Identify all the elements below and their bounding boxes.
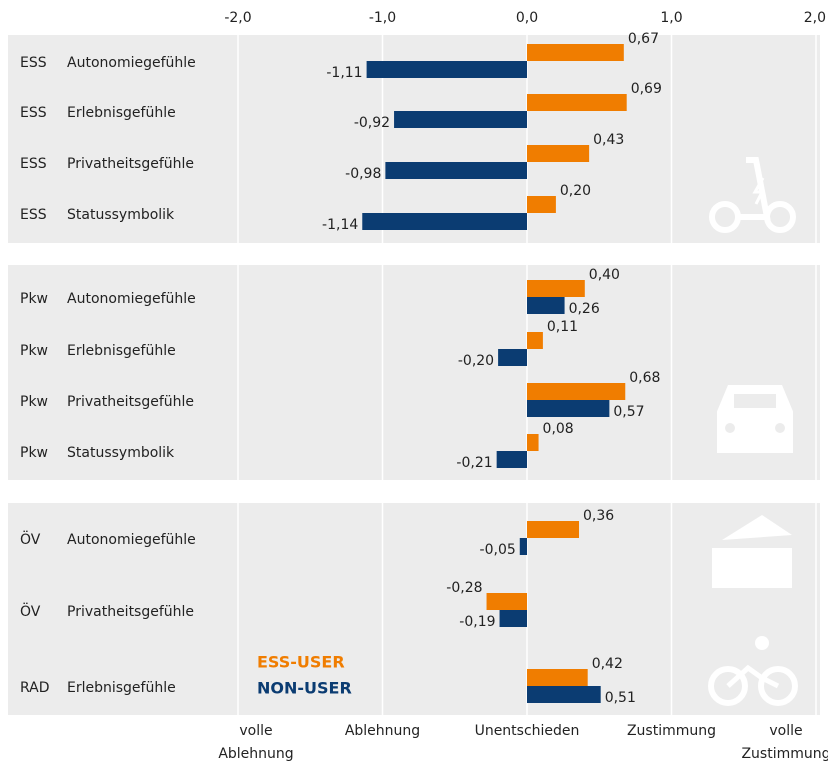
- mode-label: ESS: [20, 207, 47, 223]
- value-label: -0,92: [354, 115, 390, 131]
- value-label: 0,68: [629, 370, 660, 386]
- bar: [527, 686, 601, 703]
- bar: [527, 521, 580, 538]
- category-label: Privatheitsgefühle: [67, 156, 194, 172]
- value-label: 0,43: [593, 132, 624, 148]
- panel: [8, 503, 820, 715]
- bar: [496, 451, 527, 468]
- icons: [708, 157, 798, 706]
- legend-entry: ESS-USER: [257, 653, 345, 672]
- category-label: Erlebnisgefühle: [67, 680, 176, 696]
- mode-label: Pkw: [20, 394, 48, 410]
- car-icon: [717, 385, 793, 453]
- category-label: Erlebnisgefühle: [67, 343, 176, 359]
- panel: [8, 265, 820, 480]
- category-label: Autonomiegefühle: [67, 532, 196, 548]
- value-label: 0,40: [589, 267, 620, 283]
- scale-label: Zustimmung: [741, 746, 828, 762]
- category-label: Erlebnisgefühle: [67, 105, 176, 121]
- scale-label: Ablehnung: [345, 723, 420, 739]
- x-tick-label: 0,0: [516, 10, 538, 26]
- value-label: -0,20: [458, 353, 494, 369]
- mode-label: ESS: [20, 105, 47, 121]
- value-label: 0,67: [628, 31, 659, 47]
- bar: [366, 61, 527, 78]
- value-label: -0,21: [456, 455, 492, 471]
- value-label: -0,98: [345, 166, 381, 182]
- value-label: 0,26: [569, 301, 600, 317]
- category-label: Statussymbolik: [67, 445, 175, 461]
- bar: [527, 383, 626, 400]
- value-label: 0,08: [543, 421, 574, 437]
- scale-label: Zustimmung: [627, 723, 716, 739]
- category-label: Statussymbolik: [67, 207, 175, 223]
- value-label: -0,19: [459, 614, 495, 630]
- scale-label: Unentschieden: [475, 723, 580, 739]
- scale-label: Ablehnung: [218, 746, 293, 762]
- bar: [394, 111, 527, 128]
- bar: [527, 297, 565, 314]
- bar: [527, 44, 624, 61]
- mode-label: ESS: [20, 156, 47, 172]
- bar: [499, 610, 527, 627]
- scale-label: volle: [769, 723, 802, 739]
- value-label: 0,11: [547, 319, 578, 335]
- scale-label: volle: [239, 723, 272, 739]
- value-label: -1,14: [322, 217, 358, 233]
- category-label: Privatheitsgefühle: [67, 604, 194, 620]
- bar: [527, 280, 585, 297]
- mode-label: ESS: [20, 55, 47, 71]
- x-tick-label: -2,0: [224, 10, 251, 26]
- value-label: -0,28: [446, 580, 482, 596]
- x-tick-label: -1,0: [369, 10, 396, 26]
- bar: [486, 593, 527, 610]
- bar: [527, 196, 556, 213]
- scooter-icon: [709, 157, 796, 233]
- plot: -2,0 -1,0 0,0 1,0 2,0 volle Ablehnung Ablehnung…: [20, 10, 828, 762]
- bar: [385, 162, 527, 179]
- value-label: -0,05: [480, 542, 516, 558]
- legend-entry: NON-USER: [257, 679, 352, 698]
- bar: [362, 213, 527, 230]
- value-label: 0,69: [631, 81, 662, 97]
- bar: [527, 434, 539, 451]
- x-tick-label: 2,0: [804, 10, 826, 26]
- category-label: Privatheitsgefühle: [67, 394, 194, 410]
- mode-label: ÖV: [20, 602, 41, 620]
- bar: [527, 145, 590, 162]
- mode-label: RAD: [20, 680, 50, 696]
- value-label: 0,36: [583, 508, 614, 524]
- ticket-icon: [712, 515, 792, 588]
- bar: [527, 669, 588, 686]
- x-tick-label: 1,0: [660, 10, 682, 26]
- value-label: 0,42: [592, 656, 623, 672]
- value-label: 0,51: [605, 690, 636, 706]
- value-label: 0,57: [613, 404, 644, 420]
- mode-label: Pkw: [20, 343, 48, 359]
- bike-icon: [708, 636, 798, 706]
- bar: [498, 349, 527, 366]
- mode-label: Pkw: [20, 291, 48, 307]
- mode-label: ÖV: [20, 530, 41, 548]
- bar: [527, 94, 627, 111]
- bar: [527, 332, 543, 349]
- bar: [527, 400, 610, 417]
- category-label: Autonomiegefühle: [67, 291, 196, 307]
- bar: [519, 538, 527, 555]
- value-label: -1,11: [326, 65, 362, 81]
- value-label: 0,20: [560, 183, 591, 199]
- mode-label: Pkw: [20, 445, 48, 461]
- category-label: Autonomiegefühle: [67, 55, 196, 71]
